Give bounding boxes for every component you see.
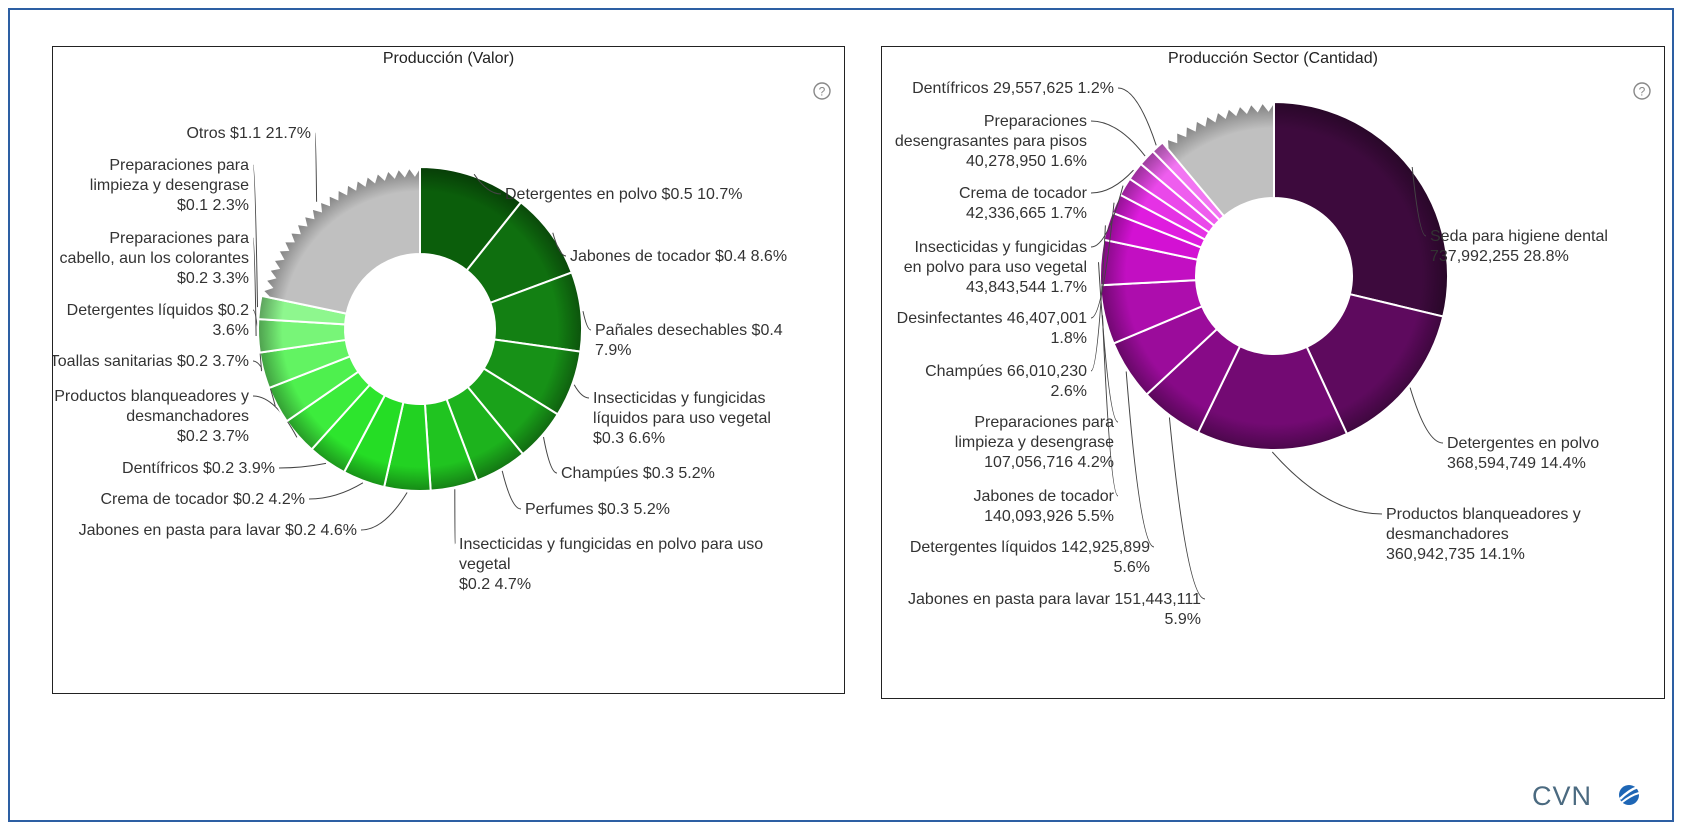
slice-jabones-de-tocador[interactable]: Jabones de tocador 140,093,926 5.5% — [973, 279, 1204, 525]
leader-line — [308, 482, 364, 500]
slice-insecticidas-y-fungicidas-en-polvo-para-uso-vegetal[interactable]: Insecticidas y fungicidas en polvo para … — [423, 397, 763, 593]
slice-label: Productos blanqueadores y desmanchadores 3… — [1386, 506, 1581, 563]
leader-line — [1409, 387, 1444, 444]
slice-label: Seda para higiene dental 737,992,255 28.8… — [1430, 228, 1608, 265]
slice-insecticidas-y-fungicidas-en-polvo-para-uso-vegetal[interactable]: Insecticidas y fungicidas en polvo para u… — [904, 177, 1211, 296]
globe-icon — [1619, 785, 1640, 805]
slice-otros[interactable] — [1165, 98, 1275, 218]
chart-title: Producción Sector (Cantidad) — [1168, 50, 1378, 67]
production-value-panel: Producción (Valor) ? Detergentes en polv… — [52, 46, 845, 694]
slice-seda-para-higiene-dental[interactable]: Seda para higiene dental 737,992,255 28.8… — [1273, 100, 1608, 318]
chart-title: Producción (Valor) — [382, 50, 515, 67]
slice-otros[interactable]: Otros $1.1 21.7% — [186, 125, 421, 315]
slice-champues[interactable]: Champúes 66,010,230 2.6% — [925, 211, 1203, 400]
slice-panales-desechables[interactable]: Pañales desechables $0.4 7.9% — [488, 271, 783, 359]
slice-detergentes-en-polvo[interactable]: Detergentes en polvo $0.5 10.7% — [419, 165, 743, 272]
slice-label: Desinfectantes 46,407,001 1.8% — [897, 310, 1087, 347]
slice-label: Crema de tocador $0.2 4.2% — [100, 491, 305, 508]
slice-label: Detergentes líquidos 142,925,899 5.6% — [910, 539, 1150, 576]
leader-line — [252, 395, 298, 438]
slice-label: Jabones en pasta para lavar 151,443,111 5… — [908, 591, 1201, 628]
leader-line — [1090, 120, 1146, 157]
leader-line — [252, 164, 258, 308]
slice-crema-de-tocador[interactable]: Crema de tocador $0.2 4.2% — [100, 393, 405, 508]
leader-line — [360, 492, 408, 531]
slice-label: Preparaciones desengrasantes para pisos 40… — [895, 113, 1087, 170]
cvn-logo: CVN — [1532, 781, 1640, 811]
leader-line — [1090, 202, 1115, 319]
slice-shape[interactable] — [1165, 98, 1275, 218]
slice-label: Dentífricos $0.2 3.9% — [122, 460, 275, 477]
slice-label: Pañales desechables $0.4 7.9% — [595, 322, 783, 359]
slice-shape[interactable] — [1305, 292, 1445, 436]
leader-line — [1117, 87, 1157, 146]
question-icon[interactable]: ? — [1632, 81, 1652, 101]
slice-detergentes-en-polvo[interactable]: Detergentes en polvo 368,594,749 14.4% — [1305, 292, 1599, 472]
slice-insecticidas-y-fungicidas-liquidos-para-uso-vegetal[interactable]: Insecticidas y fungicidas líquidos para u… — [482, 338, 771, 447]
slice-label: Detergentes en polvo 368,594,749 14.4% — [1447, 435, 1599, 472]
slice-shape[interactable] — [260, 163, 421, 315]
slice-label: Insecticidas y fungicidas en polvo para … — [459, 536, 763, 593]
slice-label: Detergentes en polvo $0.5 10.7% — [505, 186, 743, 203]
leader-line — [252, 237, 257, 337]
slice-crema-de-tocador[interactable]: Crema de tocador 42,336,665 1.7% — [959, 162, 1216, 234]
logo-text: CVN — [1532, 781, 1592, 811]
leader-line — [552, 232, 567, 257]
slice-shape[interactable] — [1273, 100, 1449, 318]
dashboard-frame — [8, 8, 1674, 822]
donut-chart-quantity: Seda para higiene dental 737,992,255 28.8… — [895, 80, 1608, 628]
leader-line — [1090, 185, 1124, 248]
slice-productos-blanqueadores-y-desmanchadores[interactable]: Productos blanqueadores y desmanchadores 3… — [1196, 344, 1581, 563]
slice-label: Jabones de tocador 140,093,926 5.5% — [973, 488, 1114, 525]
question-icon[interactable]: ? — [812, 81, 832, 101]
slice-label: Dentífricos 29,557,625 1.2% — [912, 80, 1114, 97]
leader-line — [1125, 371, 1155, 548]
leader-line — [1090, 225, 1106, 372]
leader-line — [582, 311, 592, 331]
leader-line — [1102, 315, 1119, 497]
donut-hole — [1197, 199, 1351, 353]
leader-line — [501, 470, 522, 510]
donut-chart-value: Detergentes en polvo $0.5 10.7% Jabones d… — [53, 125, 787, 593]
slice-label: Preparaciones para cabello, aun los color… — [60, 230, 250, 287]
slice-label: Preparaciones para limpieza y desengrase 1… — [955, 414, 1114, 471]
slice-productos-blanqueadores-y-desmanchadores[interactable]: Productos blanqueadores y desmanchadores $… — [54, 370, 372, 451]
slice-label: Champúes 66,010,230 2.6% — [925, 363, 1087, 400]
slice-dentifricos[interactable]: Dentífricos $0.2 3.9% — [122, 383, 387, 477]
leader-line — [1411, 166, 1427, 237]
slice-detergentes-liquidos[interactable]: Detergentes líquidos 142,925,899 5.6% — [910, 304, 1219, 576]
leader-line — [1090, 169, 1134, 194]
slice-label: Crema de tocador 42,336,665 1.7% — [959, 185, 1088, 222]
donut-hole — [346, 255, 494, 403]
leader-line — [573, 384, 590, 399]
slice-jabones-de-tocador[interactable]: Jabones de tocador $0.4 8.6% — [465, 200, 787, 305]
slice-label: Perfumes $0.3 5.2% — [525, 501, 670, 518]
slice-label: Productos blanqueadores y desmanchadores $… — [54, 388, 249, 445]
leader-line — [1271, 451, 1383, 515]
slice-label: Jabones de tocador $0.4 8.6% — [570, 248, 787, 265]
production-quantity-panel: Producción Sector (Cantidad) ? Seda para… — [881, 46, 1665, 699]
leader-line — [314, 132, 318, 202]
slice-desinfectantes[interactable]: Desinfectantes 46,407,001 1.8% — [897, 193, 1207, 347]
slice-label: Otros $1.1 21.7% — [186, 125, 311, 142]
slice-perfumes[interactable]: Perfumes $0.3 5.2% — [445, 385, 670, 518]
leader-line — [543, 436, 558, 474]
leader-line — [1168, 417, 1206, 600]
leader-line — [473, 173, 502, 195]
leader-line — [278, 462, 327, 469]
slice-toallas-sanitarias[interactable]: Toallas sanitarias $0.2 3.7% — [53, 353, 360, 423]
slice-label: Insecticidas y fungicidas líquidos para u… — [593, 390, 771, 447]
slice-label: Insecticidas y fungicidas en polvo para u… — [904, 239, 1087, 296]
slice-label: Champúes $0.3 5.2% — [561, 465, 715, 482]
slice-detergentes-liquidos[interactable]: Detergentes líquidos $0.2 3.6% — [67, 302, 352, 390]
slice-preparaciones-para-cabello-aun-los-colorantes[interactable]: Preparaciones para cabello, aun los color… — [60, 230, 347, 354]
slice-label: Detergentes líquidos $0.2 3.6% — [67, 302, 249, 339]
slice-label: Jabones en pasta para lavar $0.2 4.6% — [79, 522, 357, 539]
slice-preparaciones-para-limpieza-y-desengrase[interactable]: Preparaciones para limpieza y desengrase $… — [90, 157, 348, 326]
svg-text:?: ? — [819, 85, 826, 99]
slice-label: Toallas sanitarias $0.2 3.7% — [53, 353, 249, 370]
slice-label: Preparaciones para limpieza y desengrase $… — [90, 157, 249, 214]
svg-text:?: ? — [1639, 85, 1646, 99]
